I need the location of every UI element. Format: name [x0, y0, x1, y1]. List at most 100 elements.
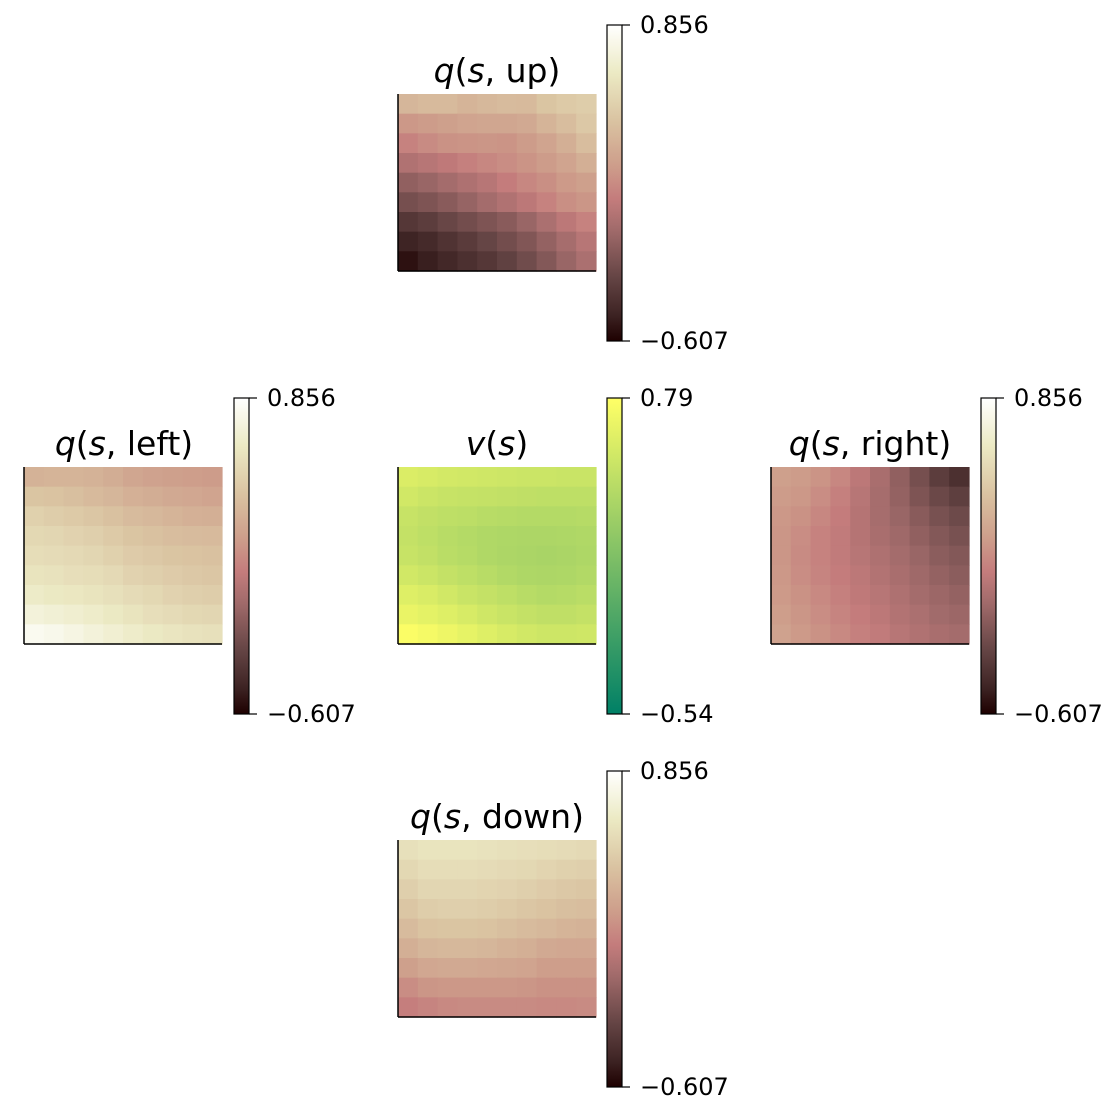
heatmap-cell — [398, 977, 419, 998]
colorbar-min-label: −0.607 — [640, 327, 729, 355]
title-sep: , — [840, 424, 861, 463]
heatmap-cell — [497, 899, 518, 920]
heatmap-cell — [536, 585, 557, 606]
heatmap-cell — [457, 94, 478, 115]
title-arg: down — [482, 797, 571, 836]
heatmap-cell — [556, 133, 577, 154]
title-sep: , — [106, 424, 127, 463]
panel-down: q(s, down) 0.856 −0.607 — [397, 757, 729, 1101]
heatmap-cell — [437, 94, 458, 115]
heatmap-cell — [398, 526, 419, 547]
heatmap-cell — [182, 467, 203, 488]
colorbar — [233, 397, 250, 715]
heatmap-cell — [810, 565, 831, 586]
heatmap-cell — [123, 486, 144, 507]
heatmap-cell — [142, 467, 164, 488]
heatmap-cell — [516, 506, 538, 527]
heatmap-cell — [417, 467, 439, 488]
heatmap-cell — [850, 467, 871, 488]
heatmap-cell — [556, 977, 577, 998]
heatmap-cell — [576, 977, 597, 998]
heatmap-cell — [457, 113, 478, 134]
heatmap-cell — [810, 545, 831, 566]
heatmap-cell — [810, 486, 831, 507]
heatmap-cell — [477, 212, 498, 233]
heatmap-cell — [477, 526, 498, 547]
heatmap-cell — [457, 604, 478, 625]
heatmap-cell — [810, 467, 831, 488]
heatmap-cell — [24, 624, 45, 645]
heatmap-cell — [536, 958, 557, 979]
heatmap-cell — [477, 624, 498, 645]
heatmap-cell — [182, 585, 203, 606]
heatmap-cell — [929, 585, 950, 606]
heatmap-cell — [417, 977, 439, 998]
heatmap-cell — [516, 840, 538, 861]
heatmap-cell — [457, 192, 478, 213]
heatmap-cell — [437, 958, 458, 979]
heatmap-cell — [929, 545, 950, 566]
heatmap-cell — [477, 859, 498, 880]
heatmap-cell — [437, 212, 458, 233]
heatmap-cell — [437, 997, 458, 1018]
heatmap-cell — [536, 545, 557, 566]
heatmap-cell — [83, 545, 104, 566]
heatmap-cell — [43, 506, 65, 527]
heatmap-cell — [516, 212, 538, 233]
heatmap-cell — [497, 192, 518, 213]
panel-right: q(s, right) 0.856 −0.607 — [770, 384, 1103, 728]
heatmap — [398, 94, 597, 272]
heatmap-cell — [497, 938, 518, 959]
heatmap-cell — [790, 545, 812, 566]
heatmap-cell — [477, 958, 498, 979]
heatmap-cell — [576, 153, 597, 174]
heatmap-cell — [516, 133, 538, 154]
heatmap-cell — [182, 545, 203, 566]
heatmap-cell — [771, 604, 792, 625]
heatmap-cell — [516, 565, 538, 586]
heatmap-cell — [398, 624, 419, 645]
heatmap-cell — [43, 585, 65, 606]
heatmap-cell — [536, 133, 557, 154]
heatmap-cell — [771, 486, 792, 507]
heatmap-cell — [142, 604, 164, 625]
heatmap-cell — [497, 604, 518, 625]
heatmap-cell — [556, 918, 577, 939]
heatmap-cell — [556, 526, 577, 547]
heatmap-cell — [556, 192, 577, 213]
heatmap-cell — [850, 585, 871, 606]
heatmap-cell — [398, 585, 419, 606]
heatmap-cell — [870, 604, 891, 625]
heatmap-cell — [123, 565, 144, 586]
heatmap-cell — [516, 859, 538, 880]
heatmap-cell — [771, 585, 792, 606]
heatmap-cell — [477, 153, 498, 174]
heatmap-cell — [830, 545, 851, 566]
heatmap-cell — [417, 172, 439, 193]
heatmap-cell — [536, 251, 557, 272]
heatmap-cell — [437, 192, 458, 213]
title-sep: , — [461, 797, 482, 836]
heatmap-cell — [536, 153, 557, 174]
heatmap-cell — [516, 113, 538, 134]
heatmap-cell — [417, 604, 439, 625]
heatmap-cell — [162, 624, 183, 645]
title-arg: right — [861, 424, 939, 463]
heatmap-cell — [437, 506, 458, 527]
heatmap-cell — [516, 938, 538, 959]
heatmap-cell — [556, 997, 577, 1018]
heatmap-cell — [771, 545, 792, 566]
heatmap-cell — [162, 565, 183, 586]
heatmap-cell — [497, 486, 518, 507]
title-arg: s — [823, 424, 840, 463]
heatmap-cell — [556, 899, 577, 920]
heatmap-cell — [516, 977, 538, 998]
heatmap-cell — [576, 113, 597, 134]
heatmap-cell — [477, 231, 498, 252]
heatmap-cell — [949, 486, 970, 507]
heatmap-cell — [810, 526, 831, 547]
colorbar — [606, 770, 623, 1088]
heatmap-cell — [83, 486, 104, 507]
heatmap-cell — [398, 486, 419, 507]
heatmap-cell — [536, 172, 557, 193]
